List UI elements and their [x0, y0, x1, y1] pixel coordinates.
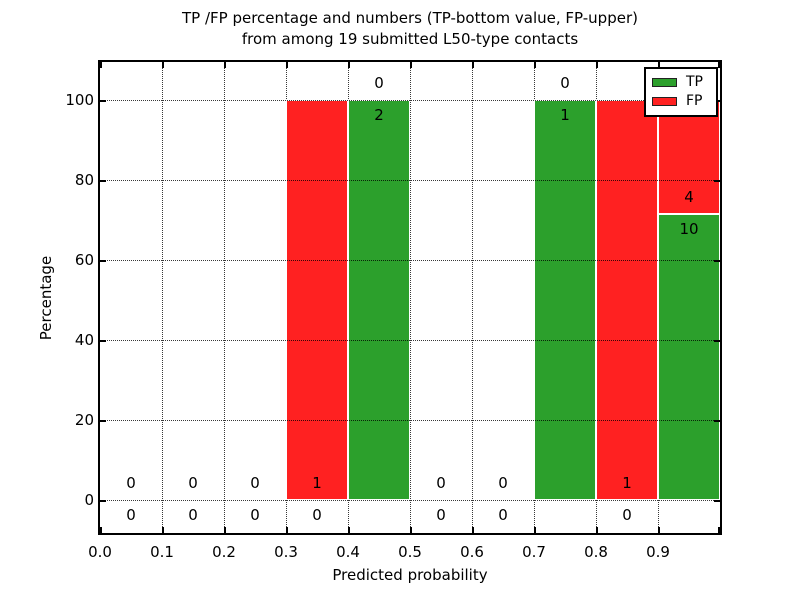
fp-count-label: 0 — [188, 474, 198, 492]
x-tick-bottom — [410, 527, 412, 533]
y-tick-right — [714, 340, 720, 342]
bar-segment-fp — [596, 100, 658, 500]
fp-count-label: 0 — [498, 474, 508, 492]
grid-line-y — [100, 500, 720, 501]
grid-line-x — [410, 62, 411, 533]
y-tick-label: 60 — [74, 251, 94, 269]
x-tick-label: 0.2 — [212, 543, 236, 561]
x-tick-bottom — [286, 527, 288, 533]
x-tick-label: 0.5 — [398, 543, 422, 561]
tp-count-label: 0 — [312, 506, 322, 524]
x-tick-bottom — [162, 527, 164, 533]
bar-segment-tp — [348, 100, 410, 500]
fp-count-label: 1 — [622, 474, 632, 492]
chart-title-line1: TP /FP percentage and numbers (TP-bottom… — [182, 9, 638, 27]
plot-area: 0 0 0 0 0 0 1 0 0 2 0 0 0 0 0 1 1 0 4 10 TP FP — [100, 62, 720, 533]
x-axis-label: Predicted probability — [332, 566, 488, 584]
y-tick-right — [714, 180, 720, 182]
x-tick-bottom — [718, 527, 720, 533]
tp-count-label: 0 — [250, 506, 260, 524]
legend-swatch-fp — [652, 97, 677, 106]
x-tick-top — [286, 62, 288, 68]
x-tick-bottom — [658, 527, 660, 533]
y-tick-label: 80 — [74, 171, 94, 189]
x-tick-label: 0.9 — [646, 543, 670, 561]
y-axis-label: Percentage — [37, 255, 55, 341]
x-tick-label: 0.3 — [274, 543, 298, 561]
x-tick-label: 0.4 — [336, 543, 360, 561]
x-tick-bottom — [534, 527, 536, 533]
y-tick-left — [100, 180, 106, 182]
y-tick-left — [100, 260, 106, 262]
x-tick-bottom — [100, 527, 102, 533]
grid-line-x — [224, 62, 225, 533]
tp-count-label: 0 — [498, 506, 508, 524]
fp-count-label: 4 — [684, 188, 694, 207]
x-tick-top — [224, 62, 226, 68]
x-tick-bottom — [472, 527, 474, 533]
fp-count-label: 0 — [126, 474, 136, 492]
y-tick-label: 100 — [65, 91, 94, 109]
chart-title: TP /FP percentage and numbers (TP-bottom… — [100, 8, 720, 50]
x-tick-bottom — [224, 527, 226, 533]
x-tick-top — [534, 62, 536, 68]
y-tick-left — [100, 500, 106, 502]
legend-swatch-tp — [652, 78, 677, 87]
grid-line-y — [100, 100, 720, 101]
x-tick-top — [348, 62, 350, 68]
x-tick-top — [100, 62, 102, 68]
y-tick-right — [714, 420, 720, 422]
x-tick-top — [596, 62, 598, 68]
tp-count-label: 0 — [126, 506, 136, 524]
x-tick-label: 0.0 — [88, 543, 112, 561]
grid-line-y — [100, 340, 720, 341]
fp-count-label: 0 — [436, 474, 446, 492]
x-tick-label: 0.7 — [522, 543, 546, 561]
chart-title-line2: from among 19 submitted L50-type contact… — [241, 30, 579, 48]
bar-segment-tp — [658, 214, 720, 500]
fp-count-label: 0 — [250, 474, 260, 492]
grid-line-x — [162, 62, 163, 533]
fp-count-label: 0 — [560, 74, 570, 92]
x-tick-label: 0.6 — [460, 543, 484, 561]
tp-count-label: 10 — [679, 220, 699, 239]
legend-entry: FP — [652, 92, 710, 111]
x-tick-bottom — [596, 527, 598, 533]
x-tick-label: 0.8 — [584, 543, 608, 561]
fp-count-label: 0 — [374, 74, 384, 92]
y-tick-label: 20 — [74, 411, 94, 429]
tp-count-label: 0 — [436, 506, 446, 524]
fp-count-label: 1 — [312, 474, 322, 492]
grid-line-y — [100, 260, 720, 261]
y-tick-right — [714, 260, 720, 262]
bar-segment-fp — [658, 100, 720, 215]
x-tick-label: 0.1 — [150, 543, 174, 561]
y-tick-left — [100, 100, 106, 102]
legend: TP FP — [644, 67, 718, 117]
grid-line-x — [472, 62, 473, 533]
grid-line-y — [100, 180, 720, 181]
tp-count-label: 1 — [560, 106, 570, 124]
legend-label: FP — [686, 93, 703, 109]
tp-count-label: 2 — [374, 106, 384, 124]
y-tick-left — [100, 340, 106, 342]
y-tick-right — [714, 500, 720, 502]
y-tick-label: 40 — [74, 331, 94, 349]
y-tick-label: 0 — [84, 491, 94, 509]
tp-count-label: 0 — [622, 506, 632, 524]
legend-entry: TP — [652, 73, 710, 92]
tp-count-label: 0 — [188, 506, 198, 524]
legend-label: TP — [686, 74, 703, 90]
x-tick-bottom — [348, 527, 350, 533]
x-tick-top — [718, 62, 720, 68]
x-tick-top — [472, 62, 474, 68]
x-tick-top — [410, 62, 412, 68]
bar-segment-tp — [534, 100, 596, 500]
x-tick-top — [162, 62, 164, 68]
bar-segment-fp — [286, 100, 348, 500]
x-tick-top — [658, 62, 660, 68]
grid-line-y — [100, 420, 720, 421]
y-tick-left — [100, 420, 106, 422]
